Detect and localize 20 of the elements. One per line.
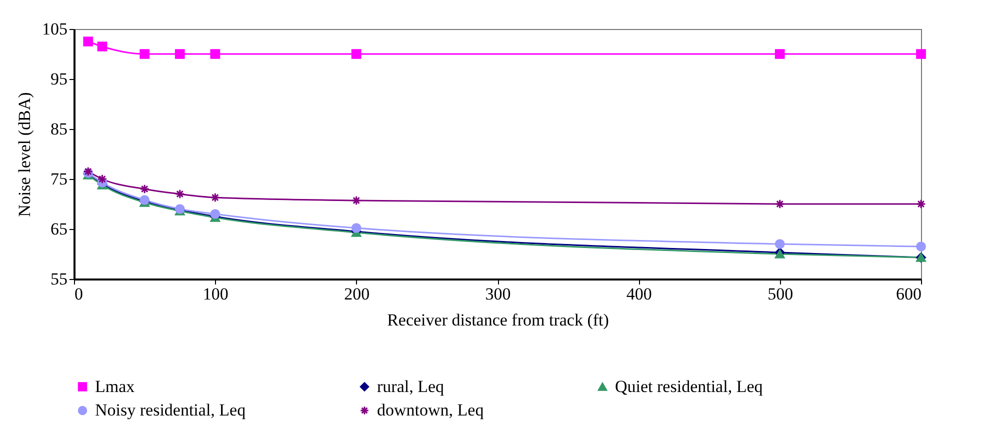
legend-label: downtown, Leq [377, 400, 484, 420]
legend-label: Noisy residential, Leq [95, 400, 246, 420]
x-tick-label: 300 [485, 284, 511, 304]
x-tick-label: 200 [344, 284, 370, 304]
legend-label: Lmax [95, 376, 136, 396]
y-tick-label: 85 [50, 120, 68, 138]
x-axis-title: Receiver distance from track (ft) [387, 310, 609, 330]
legend-label: Quiet residential, Leq [615, 376, 764, 396]
y-tick-label: 55 [50, 270, 68, 288]
x-tick-label: 0 [74, 284, 83, 304]
y-tick-label: 65 [50, 220, 68, 238]
x-tick-label: 600 [896, 284, 922, 304]
x-tick-label: 400 [626, 284, 652, 304]
y-axis-title: Noise level (dBA) [15, 92, 34, 217]
y-tick-label: 105 [42, 20, 68, 38]
x-tick-label: 500 [768, 284, 794, 304]
y-tick-label: 75 [50, 170, 68, 188]
legend-label: rural, Leq [377, 376, 445, 396]
x-tick-label: 100 [202, 284, 228, 304]
y-tick-label: 95 [50, 70, 68, 88]
